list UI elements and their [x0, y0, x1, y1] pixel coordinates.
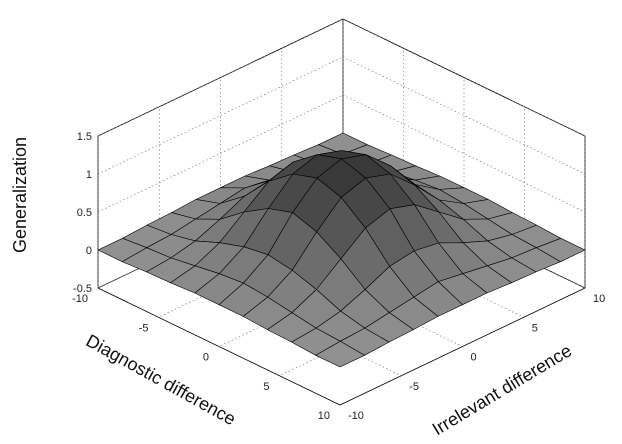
- z-tick-label: 0: [86, 245, 92, 257]
- tick-labels: -0.5 0 0.5 1 1.5 -10 -5 0 5 10 -10 -5 0 5 10: [72, 131, 605, 422]
- z-tick-label: -0.5: [73, 283, 92, 295]
- z-tick-label: 0.5: [77, 207, 92, 219]
- y-tick-label: 10: [593, 293, 605, 305]
- z-tick-label: 1.5: [77, 131, 92, 143]
- y-tick-label: 0: [471, 352, 477, 364]
- x-tick-label: -10: [72, 293, 88, 305]
- grid-line: [342, 94, 586, 213]
- surface-mesh: [97, 132, 586, 368]
- z-tick-label: 1: [86, 169, 92, 181]
- grid-line: [97, 18, 344, 137]
- x-tick-label: 0: [203, 352, 209, 364]
- grid-line: [342, 56, 586, 175]
- x-tick-label: 10: [318, 410, 330, 422]
- grid-line: [97, 94, 344, 213]
- surface-patch: [315, 340, 365, 368]
- y-tick-label: -5: [409, 381, 419, 393]
- y-tick-label: -10: [348, 410, 364, 422]
- axis-line: [97, 287, 341, 406]
- grid-line: [97, 56, 344, 175]
- axis-line: [339, 287, 586, 406]
- z-axis-label: Generalization: [10, 137, 30, 253]
- y-tick-label: 5: [532, 322, 538, 334]
- front-axes: [97, 287, 586, 406]
- x-tick-label: 5: [263, 381, 269, 393]
- x-tick-label: -5: [139, 322, 149, 334]
- grid-line: [342, 18, 586, 137]
- y-axis-label: Irrelevant difference: [429, 340, 575, 439]
